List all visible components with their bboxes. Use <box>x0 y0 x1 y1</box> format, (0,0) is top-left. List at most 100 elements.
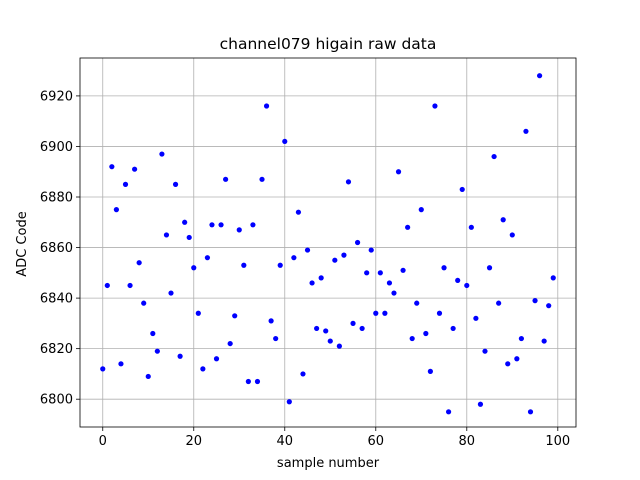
data-point <box>300 371 306 377</box>
data-point <box>141 300 147 306</box>
data-point <box>186 234 192 241</box>
data-point <box>236 227 242 233</box>
data-point <box>163 232 170 238</box>
data-point <box>232 313 238 319</box>
data-point <box>364 270 370 276</box>
data-point <box>496 300 502 306</box>
data-point <box>118 361 124 367</box>
data-point <box>254 378 261 385</box>
data-point <box>405 224 411 230</box>
data-point <box>373 310 379 316</box>
data-point <box>536 73 543 79</box>
data-point <box>109 164 115 170</box>
data-point <box>500 217 506 223</box>
data-point <box>132 166 138 172</box>
data-point <box>527 409 534 415</box>
data-point <box>445 409 452 415</box>
data-point <box>323 328 329 334</box>
chart-title: channel079 higain raw data <box>220 35 437 53</box>
data-point <box>168 290 174 296</box>
data-point <box>541 338 547 344</box>
data-point <box>455 277 461 284</box>
data-point <box>200 366 206 372</box>
data-point <box>409 335 415 342</box>
y-tick-label: 6900 <box>40 140 73 155</box>
data-point <box>172 181 179 187</box>
data-point <box>263 103 270 109</box>
data-point <box>195 310 201 316</box>
x-tick-label: 40 <box>276 434 293 449</box>
data-point <box>423 330 429 337</box>
x-tick-label: 60 <box>368 434 385 449</box>
data-point <box>514 356 520 362</box>
data-point <box>259 176 265 182</box>
data-point <box>368 247 374 253</box>
data-point <box>113 207 120 213</box>
data-point <box>359 325 365 332</box>
data-point <box>327 338 333 344</box>
x-tick-label: 0 <box>99 434 107 449</box>
data-point <box>427 368 433 374</box>
data-point <box>441 265 447 271</box>
y-tick-label: 6880 <box>40 191 73 206</box>
data-point <box>273 335 279 342</box>
data-point <box>218 222 224 228</box>
data-point <box>336 343 342 349</box>
y-tick-label: 6820 <box>40 342 73 357</box>
data-point <box>436 310 443 316</box>
data-point <box>350 320 356 326</box>
data-point <box>286 399 292 405</box>
data-point <box>550 275 556 281</box>
data-point <box>391 290 397 296</box>
y-tick-label: 6800 <box>40 393 73 408</box>
data-point <box>464 282 470 289</box>
data-point <box>177 353 183 359</box>
data-point <box>432 103 438 109</box>
data-point <box>127 282 133 289</box>
data-point <box>395 169 402 175</box>
data-point <box>122 181 129 187</box>
data-point <box>532 298 538 304</box>
data-point <box>450 325 456 332</box>
data-point <box>223 176 229 182</box>
data-point <box>277 262 283 268</box>
data-point <box>145 373 151 380</box>
data-point <box>332 257 338 263</box>
data-point <box>191 265 197 271</box>
data-point <box>159 151 165 157</box>
y-tick-label: 6920 <box>40 89 73 104</box>
data-point <box>245 378 251 385</box>
data-point <box>418 207 424 213</box>
x-axis-ticks: 0 20 40 60 80 100 <box>99 427 570 449</box>
data-point <box>213 356 220 362</box>
data-point <box>386 280 393 286</box>
data-point <box>304 247 311 253</box>
data-points <box>100 73 556 415</box>
data-point <box>377 270 383 276</box>
x-tick-label: 20 <box>185 434 202 449</box>
data-point <box>104 282 110 289</box>
data-point <box>518 335 524 342</box>
grid <box>80 58 576 427</box>
data-point <box>291 255 297 261</box>
data-point <box>354 239 361 246</box>
data-point <box>241 262 247 268</box>
data-point <box>250 222 256 228</box>
plot-frame <box>79 57 577 428</box>
x-tick-label: 100 <box>545 434 570 449</box>
data-point <box>204 255 211 261</box>
data-point <box>345 179 352 185</box>
data-point <box>486 265 493 271</box>
data-point <box>482 348 488 354</box>
y-tick-label: 6860 <box>40 241 73 256</box>
x-axis-label: sample number <box>277 456 380 471</box>
data-point <box>473 315 479 321</box>
data-point <box>459 186 465 193</box>
data-point <box>509 232 515 238</box>
data-point <box>468 224 474 230</box>
data-point <box>505 361 511 367</box>
data-point <box>182 219 188 225</box>
